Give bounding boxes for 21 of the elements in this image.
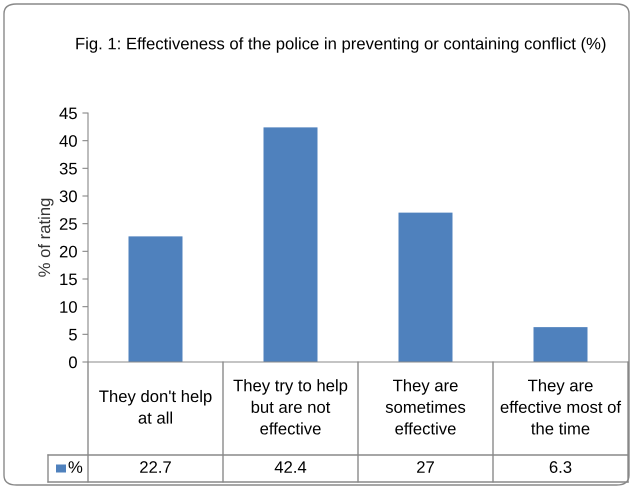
data-label: 6.3 <box>550 461 572 473</box>
chart-title: Fig. 1: Effectiveness of the police in preventing or containing conflict (%) <box>76 37 606 53</box>
y-tick-label: 35 <box>60 162 77 175</box>
y-axis-title: % of rating <box>38 198 54 277</box>
data-label: 27 <box>417 461 434 473</box>
y-tick-label: 45 <box>59 108 77 120</box>
y-tick-label: 30 <box>60 190 77 202</box>
data-label: 42.4 <box>274 461 306 473</box>
x-tick-label: They are sometimes effective <box>386 379 466 435</box>
legend-label: % <box>68 461 82 473</box>
y-tick-label: 15 <box>60 274 77 286</box>
y-tick-label: 20 <box>60 246 77 258</box>
y-tick-label: 0 <box>68 356 77 368</box>
y-tick-label: 40 <box>59 135 77 147</box>
y-tick-label: 10 <box>60 301 77 313</box>
y-tick-label: 25 <box>60 218 77 230</box>
x-tick-label: They don't help at all <box>99 390 212 424</box>
data-label: 22.7 <box>140 461 171 473</box>
x-tick-label: They are effective most of the time <box>500 379 622 435</box>
y-tick-label: 5 <box>68 328 77 341</box>
x-tick-label: They try to help but are not effective <box>233 379 348 435</box>
